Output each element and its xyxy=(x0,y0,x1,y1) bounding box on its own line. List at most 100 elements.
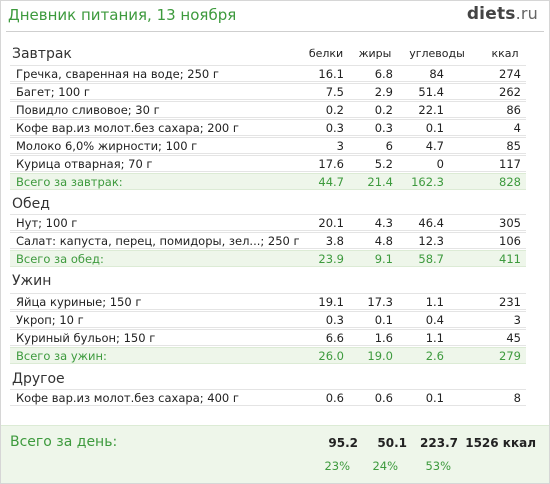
carbs-value: 84 xyxy=(429,67,444,81)
protein-value: 16.1 xyxy=(318,67,344,81)
protein-total: 23.9 xyxy=(318,252,344,266)
fat-value: 6 xyxy=(385,139,393,153)
protein-value: 17.6 xyxy=(318,157,344,171)
table-row[interactable]: Курица отварная; 70 г 17.6 5.2 0 117 xyxy=(10,155,526,172)
table-row[interactable]: Нут; 100 г 20.1 4.3 46.4 305 xyxy=(10,214,526,231)
column-header-carbs: углеводы xyxy=(409,47,465,60)
table-row[interactable]: Куриный бульон; 150 г 6.6 1.6 1.1 45 xyxy=(10,329,526,346)
food-name: Куриный бульон; 150 г xyxy=(16,331,156,345)
carbs-value: 0.4 xyxy=(425,313,444,327)
table-row[interactable]: Молоко 6,0% жирности; 100 г 3 6 4.7 85 xyxy=(10,137,526,154)
table-row[interactable]: Гречка, сваренная на воде; 250 г 16.1 6.… xyxy=(10,65,526,82)
fat-total: 19.0 xyxy=(367,349,393,363)
table-row[interactable]: Салат: капуста, перец, помидоры, зел...;… xyxy=(10,232,526,249)
carbs-value: 12.3 xyxy=(418,234,444,248)
food-name: Гречка, сваренная на воде; 250 г xyxy=(16,67,219,81)
kcal-value: 3 xyxy=(513,313,521,327)
carbs-total: 2.6 xyxy=(425,349,444,363)
logo-main: diets xyxy=(466,4,516,24)
fat-value: 4.8 xyxy=(374,234,393,248)
kcal-value: 231 xyxy=(499,295,521,309)
food-name: Повидло сливовое; 30 г xyxy=(16,103,160,117)
fat-value: 6.8 xyxy=(374,67,393,81)
protein-value: 19.1 xyxy=(318,295,344,309)
dinner-total-row: Всего за ужин: 26.0 19.0 2.6 279 xyxy=(10,347,526,364)
day-fat-total: 50.1 xyxy=(377,436,407,450)
section-title-other: Другое xyxy=(12,371,65,387)
kcal-value: 106 xyxy=(499,234,521,248)
table-row[interactable]: Кофе вар.из молот.без сахара; 400 г 0.6 … xyxy=(10,389,526,406)
logo-suffix: .ru xyxy=(515,4,538,23)
carbs-value: 51.4 xyxy=(418,85,444,99)
fat-value: 0.6 xyxy=(374,391,393,405)
kcal-value: 305 xyxy=(499,216,521,230)
page-title: Дневник питания, 13 ноября xyxy=(8,6,237,24)
day-protein-percent: 23% xyxy=(324,459,350,473)
total-label: Всего за обед: xyxy=(16,252,104,266)
carbs-value: 22.1 xyxy=(418,103,444,117)
food-name: Багет; 100 г xyxy=(16,85,90,99)
section-title-dinner: Ужин xyxy=(12,273,52,289)
table-row[interactable]: Багет; 100 г 7.5 2.9 51.4 262 xyxy=(10,83,526,100)
kcal-value: 117 xyxy=(499,157,521,171)
fat-value: 2.9 xyxy=(374,85,393,99)
kcal-total: 279 xyxy=(499,349,521,363)
protein-value: 0.3 xyxy=(325,121,344,135)
carbs-total: 58.7 xyxy=(418,252,444,266)
breakfast-total-row: Всего за завтрак: 44.7 21.4 162.3 828 xyxy=(10,173,526,190)
fat-value: 0.3 xyxy=(374,121,393,135)
fat-value: 0.1 xyxy=(374,313,393,327)
lunch-total-row: Всего за обед: 23.9 9.1 58.7 411 xyxy=(10,250,526,267)
fat-value: 4.3 xyxy=(374,216,393,230)
protein-total: 44.7 xyxy=(318,175,344,189)
carbs-value: 0 xyxy=(436,157,444,171)
protein-value: 6.6 xyxy=(325,331,344,345)
kcal-value: 274 xyxy=(499,67,521,81)
section-title-breakfast: Завтрак xyxy=(12,46,72,62)
table-row[interactable]: Повидло сливовое; 30 г 0.2 0.2 22.1 86 xyxy=(10,101,526,118)
food-name: Нут; 100 г xyxy=(16,216,78,230)
total-label: Всего за ужин: xyxy=(16,349,107,363)
kcal-value: 85 xyxy=(506,139,521,153)
fat-total: 9.1 xyxy=(374,252,393,266)
kcal-value: 262 xyxy=(499,85,521,99)
food-name: Кофе вар.из молот.без сахара; 200 г xyxy=(16,121,239,135)
day-protein-total: 95.2 xyxy=(328,436,358,450)
food-name: Яйца куриные; 150 г xyxy=(16,295,142,309)
day-carbs-total: 223.7 xyxy=(420,436,458,450)
kcal-value: 45 xyxy=(506,331,521,345)
kcal-value: 86 xyxy=(506,103,521,117)
food-name: Салат: капуста, перец, помидоры, зел...;… xyxy=(16,234,300,248)
table-row[interactable]: Яйца куриные; 150 г 19.1 17.3 1.1 231 xyxy=(10,293,526,310)
carbs-value: 0.1 xyxy=(425,391,444,405)
carbs-value: 0.1 xyxy=(425,121,444,135)
carbs-value: 46.4 xyxy=(418,216,444,230)
carbs-value: 1.1 xyxy=(425,331,444,345)
food-name: Курица отварная; 70 г xyxy=(16,157,153,171)
kcal-total: 411 xyxy=(499,252,521,266)
food-name: Кофе вар.из молот.без сахара; 400 г xyxy=(16,391,239,405)
fat-value: 17.3 xyxy=(367,295,393,309)
protein-total: 26.0 xyxy=(318,349,344,363)
kcal-total: 828 xyxy=(499,175,521,189)
header-divider xyxy=(6,31,544,32)
carbs-total: 162.3 xyxy=(411,175,444,189)
carbs-value: 1.1 xyxy=(425,295,444,309)
day-kcal-total: 1526 ккал xyxy=(465,436,536,450)
column-header-fat: жиры xyxy=(358,47,392,60)
column-header-kcal: ккал xyxy=(491,47,519,60)
table-row[interactable]: Кофе вар.из молот.без сахара; 200 г 0.3 … xyxy=(10,119,526,136)
protein-value: 0.3 xyxy=(325,313,344,327)
fat-value: 1.6 xyxy=(374,331,393,345)
fat-value: 5.2 xyxy=(374,157,393,171)
carbs-value: 4.7 xyxy=(425,139,444,153)
protein-value: 0.2 xyxy=(325,103,344,117)
day-fat-percent: 24% xyxy=(372,459,398,473)
kcal-value: 8 xyxy=(513,391,521,405)
protein-value: 7.5 xyxy=(325,85,344,99)
section-title-lunch: Обед xyxy=(12,196,50,212)
site-logo[interactable]: diets.ru xyxy=(467,4,538,24)
day-total-panel xyxy=(1,425,549,483)
fat-total: 21.4 xyxy=(367,175,393,189)
table-row[interactable]: Укроп; 10 г 0.3 0.1 0.4 3 xyxy=(10,311,526,328)
